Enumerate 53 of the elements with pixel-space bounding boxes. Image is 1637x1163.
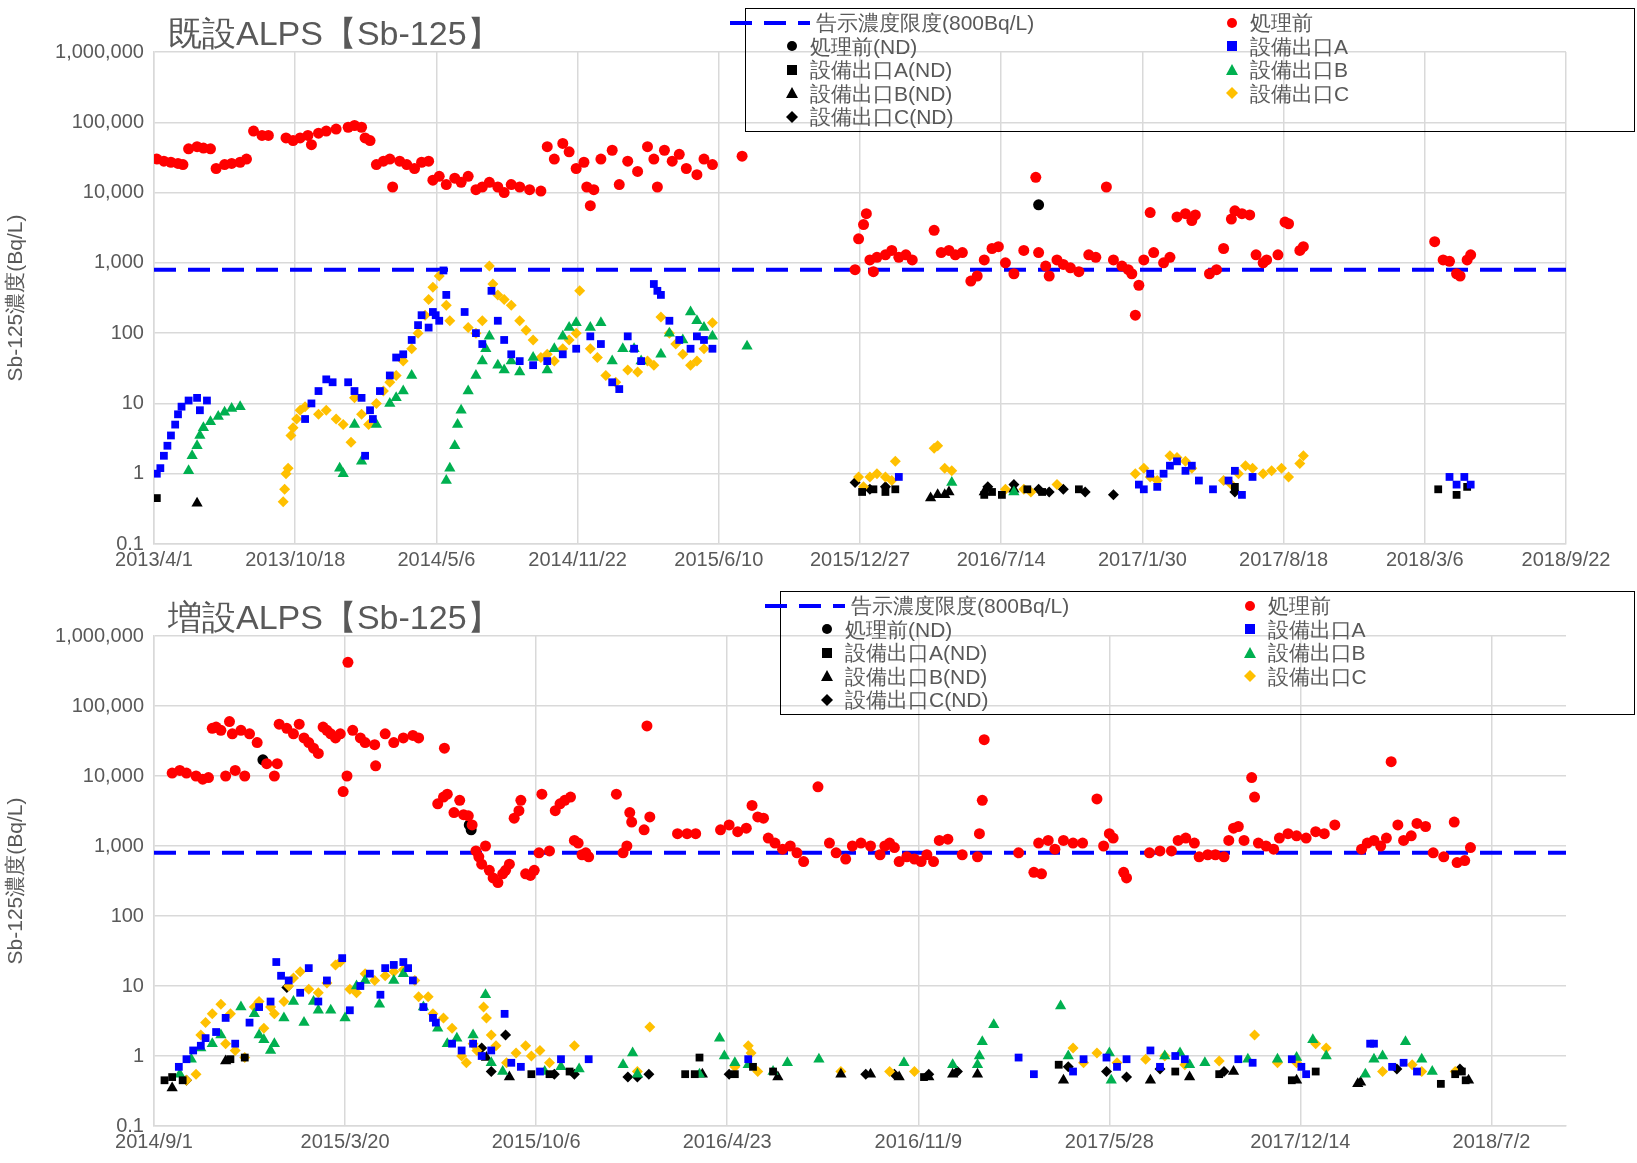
x-tick-label: 2015/10/6	[491, 1129, 581, 1152]
x-tick-label: 2018/7/2	[1452, 1129, 1531, 1152]
y-tick-label: 100,000	[71, 109, 144, 132]
legend-label: 処理前(ND)	[845, 617, 953, 641]
x-tick-label: 2017/1/30	[1097, 547, 1187, 570]
y-tick-label: 100,000	[71, 693, 144, 716]
y-tick-label: 10,000	[82, 180, 144, 203]
legend-label: 設備出口B	[1250, 58, 1349, 82]
x-tick-label: 2017/5/28	[1064, 1129, 1154, 1152]
legend-label: 処理前(ND)	[810, 34, 918, 58]
legend-label: 設備出口A	[1267, 617, 1366, 641]
y-tick-label: 1,000	[93, 833, 144, 856]
legend-label: 設備出口B(ND)	[810, 81, 953, 105]
y-tick-label: 100	[110, 903, 144, 926]
y-tick-label: 1,000,000	[55, 39, 144, 62]
legend-label: 告示濃度限度(800Bq/L)	[851, 594, 1070, 618]
legend-label: 告示濃度限度(800Bq/L)	[816, 11, 1035, 35]
legend-label: 設備出口A	[1250, 34, 1349, 58]
y-tick-label: 10	[121, 390, 144, 413]
x-tick-label: 2017/12/14	[1250, 1129, 1351, 1152]
x-tick-label: 2015/12/27	[809, 547, 911, 570]
y-tick-label: 100	[110, 320, 144, 343]
legend-label: 設備出口A(ND)	[845, 641, 988, 665]
x-tick-label: 2015/3/20	[300, 1129, 390, 1152]
chart-title: 増設ALPS【Sb-125】	[168, 597, 501, 638]
y-tick-label: 10,000	[82, 763, 144, 786]
y-tick-label: 1,000	[93, 250, 144, 273]
legend-label: 設備出口C(ND)	[810, 105, 954, 129]
y-tick-label: 1,000,000	[55, 623, 144, 646]
x-tick-label: 2017/8/18	[1239, 547, 1329, 570]
legend-label: 設備出口C	[1267, 664, 1367, 688]
legend-label: 設備出口A(ND)	[810, 58, 953, 82]
x-tick-label: 2014/11/22	[528, 547, 627, 570]
legend-label: 処理前	[1267, 594, 1331, 618]
y-tick-label: 10	[121, 973, 144, 996]
y-axis-title: Sb-125濃度(Bq/L)	[3, 214, 27, 382]
legend-label: 設備出口B	[1267, 641, 1366, 665]
y-tick-label: 1	[132, 461, 144, 484]
x-tick-label: 2018/3/6	[1385, 547, 1464, 570]
x-tick-label: 2016/4/23	[682, 1129, 772, 1152]
legend-label: 処理前	[1250, 11, 1313, 35]
y-axis-title: Sb-125濃度(Bq/L)	[3, 797, 27, 965]
x-tick-label: 2014/5/6	[397, 547, 476, 570]
x-tick-label: 2016/7/14	[956, 547, 1046, 570]
legend-label: 設備出口C(ND)	[845, 688, 989, 712]
x-tick-label: 2018/9/22	[1521, 547, 1611, 570]
legend-label: 設備出口C	[1250, 81, 1350, 105]
y-tick-label: 1	[132, 1043, 144, 1066]
chart-title: 既設ALPS【Sb-125】	[168, 13, 501, 54]
x-tick-label: 2016/11/9	[874, 1129, 963, 1152]
x-tick-label: 2015/6/10	[674, 547, 764, 570]
legend-label: 設備出口B(ND)	[845, 664, 988, 688]
x-tick-label: 2013/10/18	[245, 547, 346, 570]
